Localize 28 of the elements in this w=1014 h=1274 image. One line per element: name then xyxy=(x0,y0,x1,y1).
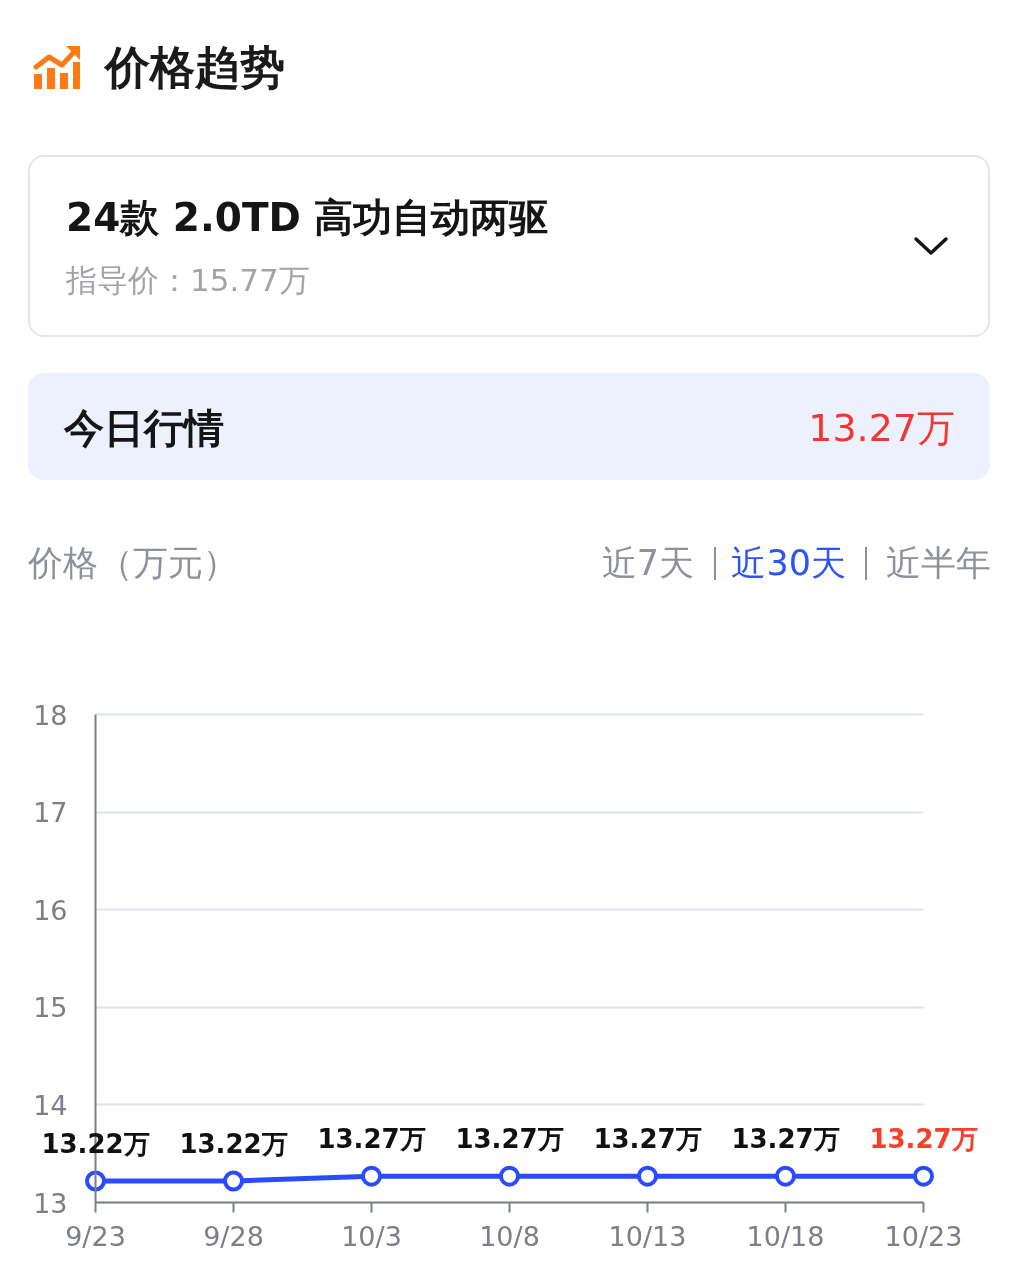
data-label: 13.22万 xyxy=(179,1129,288,1160)
x-tick-label: 9/23 xyxy=(65,1220,126,1252)
x-tick-label: 9/28 xyxy=(203,1220,264,1252)
text: 指导价：15.77万 xyxy=(66,261,310,300)
text: 13.27万 xyxy=(808,404,955,452)
data-label: 13.27万 xyxy=(455,1124,564,1155)
y-tick-label: 18 xyxy=(33,699,68,731)
data-label: 13.27万 xyxy=(731,1124,840,1155)
text: 今日行情 xyxy=(64,404,224,453)
y-axis-title: 价格（万元） xyxy=(28,541,238,585)
x-tick-label: 10/3 xyxy=(341,1220,402,1252)
y-tick-label: 16 xyxy=(33,894,68,926)
x-tick-label: 10/23 xyxy=(884,1220,963,1252)
y-tick-label: 14 xyxy=(33,1089,68,1121)
data-label: 13.27万 xyxy=(869,1124,978,1155)
data-label: 13.27万 xyxy=(593,1124,702,1155)
chart-title: 价格趋势 xyxy=(105,40,285,96)
x-tick-label: 10/18 xyxy=(746,1220,825,1252)
x-tick-label: 10/13 xyxy=(608,1220,687,1252)
data-label: 13.27万 xyxy=(317,1124,426,1155)
y-tick-label: 15 xyxy=(33,992,68,1024)
text: 近30天 xyxy=(731,541,846,585)
y-tick-label: 13 xyxy=(33,1187,68,1219)
text: 近半年 xyxy=(886,541,991,585)
y-tick-label: 17 xyxy=(33,797,68,829)
text: 近7天 xyxy=(601,541,694,585)
x-tick-label: 10/8 xyxy=(479,1220,540,1252)
text: 24款 2.0TD 高功自动两驱 xyxy=(66,194,549,242)
